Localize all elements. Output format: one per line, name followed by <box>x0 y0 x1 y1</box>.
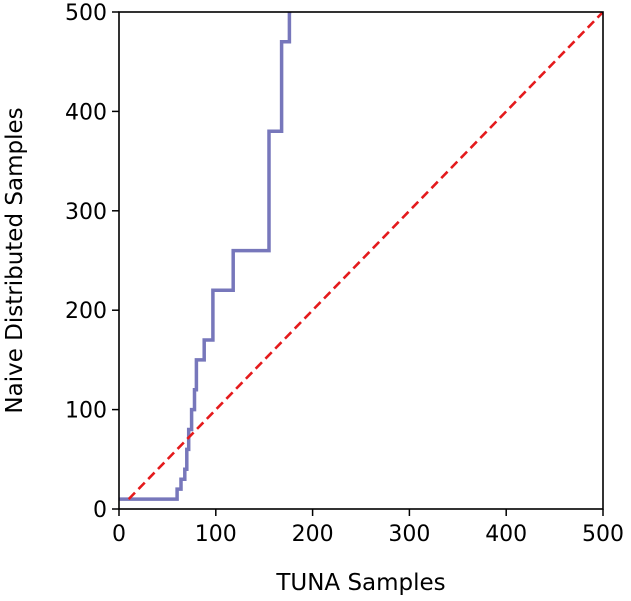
x-tick-label: 200 <box>292 522 334 547</box>
x-tick-label: 300 <box>388 522 430 547</box>
x-tick-label: 500 <box>582 522 624 547</box>
x-tick-label: 100 <box>195 522 237 547</box>
x-tick-label: 0 <box>112 522 126 547</box>
plot-frame <box>118 11 604 510</box>
y-tick-label: 200 <box>65 299 107 324</box>
y-axis-label: Naive Distributed Samples <box>2 107 28 413</box>
x-tick-label: 400 <box>485 522 527 547</box>
reference-line-series <box>127 12 603 501</box>
y-tick-label: 500 <box>65 1 107 26</box>
tick-layer: 0 100 200 300 400 500 0 100 200 300 400 500 <box>65 1 624 547</box>
y-tick-label: 100 <box>65 399 107 424</box>
naive-samples-series <box>119 12 292 501</box>
y-tick-label: 0 <box>93 498 107 523</box>
x-axis-label: TUNA Samples <box>275 570 445 596</box>
y-tick-label: 300 <box>65 200 107 225</box>
y-tick-label: 400 <box>65 100 107 125</box>
series-layer <box>119 12 603 501</box>
